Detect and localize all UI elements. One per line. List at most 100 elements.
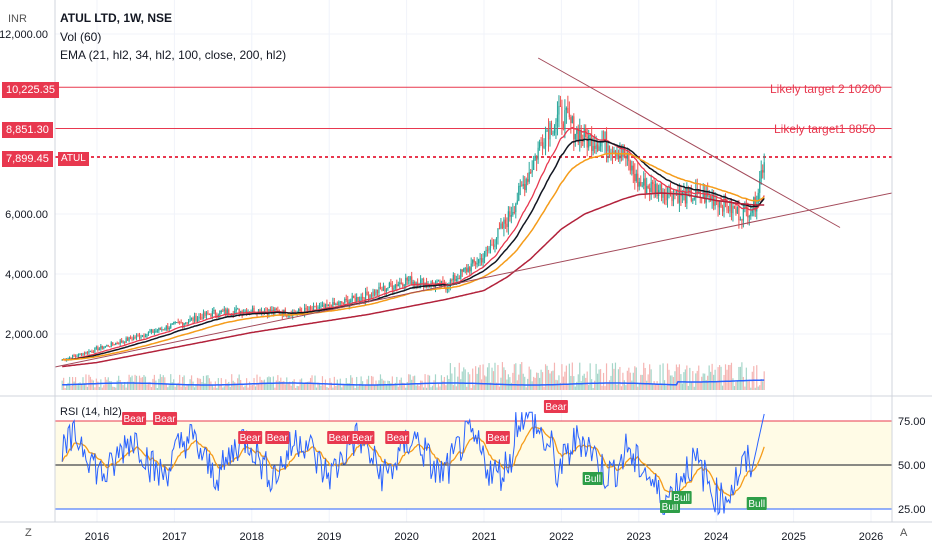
volume-bar [684, 369, 686, 390]
volume-bar [657, 383, 660, 390]
year-label: 2025 [781, 531, 805, 543]
candle-body [269, 309, 271, 312]
volume-bar [717, 367, 719, 390]
volume-bar [250, 385, 252, 390]
candle-body [403, 285, 405, 287]
volume-bar [617, 369, 620, 390]
volume-bar [196, 377, 199, 390]
volume-bar [671, 375, 673, 390]
volume-bar [553, 362, 556, 390]
candle-body [324, 303, 327, 308]
volume-bar [219, 384, 221, 390]
candle-body [384, 285, 386, 292]
candle-body [89, 351, 92, 353]
candle-body [574, 133, 576, 140]
volume-bar [425, 387, 428, 390]
candle-body [80, 353, 83, 356]
volume-bar [504, 370, 506, 390]
volume-bar [132, 381, 135, 390]
candle-body [205, 312, 208, 316]
volume-bar [489, 382, 492, 390]
volume-bar [570, 375, 572, 390]
candle-body [665, 194, 667, 201]
candle-body [277, 310, 279, 312]
candle-body [539, 142, 541, 148]
volume-bar [726, 369, 728, 390]
candle-body [253, 307, 255, 313]
volume-bar [208, 378, 211, 390]
volume-bar [580, 381, 582, 390]
candle-body [198, 316, 200, 319]
candle-body [454, 274, 456, 281]
volume-bar [430, 387, 432, 390]
candle-body [461, 269, 463, 272]
volume-bar [235, 384, 237, 390]
volume-bar [406, 381, 408, 390]
candle-body [110, 342, 112, 347]
volume-bar [185, 386, 187, 390]
candle-body [158, 327, 160, 331]
candle-body [333, 302, 335, 305]
candle-body [527, 179, 529, 182]
candle-body [150, 329, 153, 332]
volume-bar [274, 387, 276, 390]
volume-bar [662, 363, 664, 390]
bear-tag [327, 431, 352, 444]
candle-body [214, 310, 216, 315]
candle-body [515, 203, 517, 213]
volume-bar [153, 374, 155, 390]
candle-body [176, 322, 178, 324]
auto-scale-button[interactable]: A [900, 527, 908, 539]
timezone-button[interactable]: Z [25, 527, 32, 539]
candle-body [666, 192, 669, 201]
volume-bar [675, 364, 678, 390]
candle-body [393, 288, 395, 290]
candle-body [650, 181, 652, 192]
volume-bar [736, 380, 739, 390]
candle-body [705, 191, 707, 203]
year-label: 2024 [704, 531, 728, 543]
currency-label: INR [8, 13, 27, 25]
candle-body [350, 300, 352, 302]
volume-bar [436, 387, 438, 390]
candle-body [531, 169, 533, 173]
candle-body [485, 249, 487, 252]
price-tag-target1: 8,851.30 [2, 122, 53, 138]
candle-body [185, 322, 187, 324]
volume-bar [473, 385, 475, 390]
candle-body [351, 295, 353, 301]
candle-body [356, 296, 358, 302]
candle-body [619, 153, 621, 159]
candle-body [452, 274, 454, 281]
volume-bar [183, 375, 185, 390]
volume-bar [243, 387, 245, 390]
volume-bar [433, 380, 435, 390]
volume-bar [518, 374, 520, 390]
candle-body [149, 331, 151, 333]
volume-bar [77, 383, 80, 390]
candle-body [672, 193, 675, 202]
volume-bar [150, 387, 153, 390]
volume-bar [167, 387, 169, 390]
candle-body [745, 204, 747, 208]
volume-bar [195, 384, 197, 390]
price-pane[interactable] [54, 57, 893, 368]
volume-bar [254, 386, 257, 390]
volume-bar [705, 379, 707, 390]
volume-bar [534, 377, 536, 390]
volume-bar [396, 376, 398, 390]
volume-bar [678, 364, 681, 390]
year-label: 2021 [472, 531, 496, 543]
volume-bar [338, 384, 340, 390]
volume-bar [466, 386, 468, 390]
candle-body [698, 189, 700, 193]
volume-bar [149, 381, 151, 390]
candle-body [564, 110, 566, 130]
candle-body [687, 187, 689, 191]
candle-body [492, 245, 495, 247]
volume-bar [247, 387, 249, 390]
ema34-line [62, 138, 765, 361]
